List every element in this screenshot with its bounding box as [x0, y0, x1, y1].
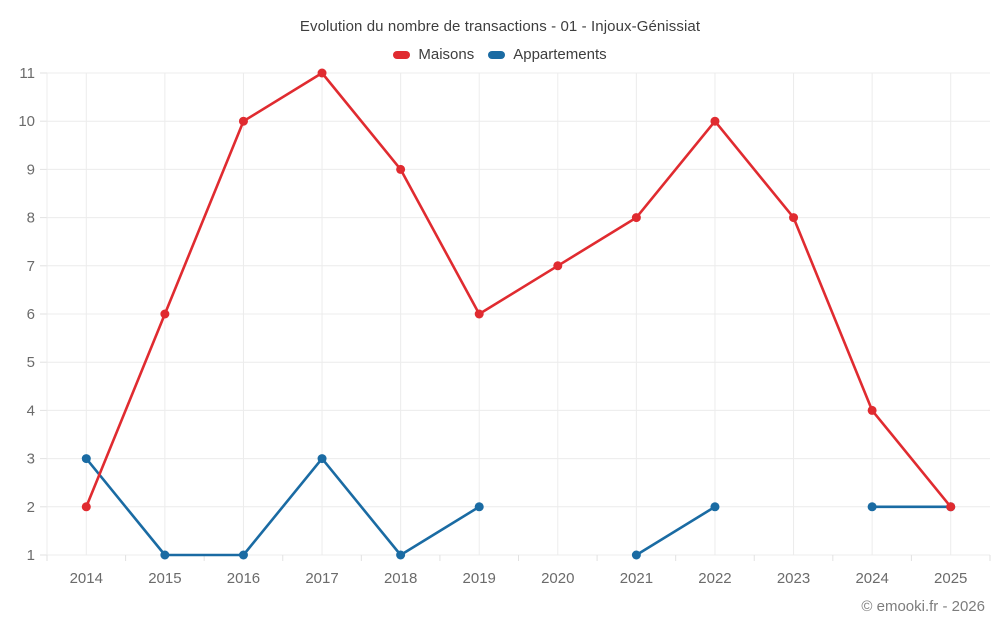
x-axis-label: 2014	[70, 570, 103, 587]
y-axis-label: 4	[27, 402, 35, 419]
x-axis-label: 2019	[463, 570, 496, 587]
copyright-credit: © emooki.fr - 2026	[861, 598, 985, 615]
data-point-appartements-2022[interactable]	[710, 502, 720, 512]
data-point-appartements-2017[interactable]	[317, 454, 327, 464]
data-point-appartements-2018[interactable]	[396, 550, 406, 560]
x-axis-label: 2021	[620, 570, 653, 587]
x-axis-label: 2024	[855, 570, 888, 587]
legend-label-appartements: Appartements	[513, 46, 607, 63]
y-axis-label: 9	[27, 161, 35, 178]
chart-title: Evolution du nombre de transactions - 01…	[299, 18, 701, 35]
series-line-maisons	[84, 71, 953, 509]
y-axis-label: 8	[27, 210, 35, 227]
x-axis-label: 2023	[777, 570, 810, 587]
data-point-appartements-2024[interactable]	[867, 502, 877, 512]
x-axis-label: 2022	[698, 570, 731, 587]
data-point-maisons-2023[interactable]	[789, 213, 799, 223]
series-line-appartements	[635, 505, 717, 557]
y-axis-label: 7	[27, 258, 35, 275]
data-point-maisons-2022[interactable]	[710, 116, 720, 126]
y-axis-label: 5	[27, 354, 35, 371]
x-axis-label: 2018	[384, 570, 417, 587]
legend-item-maisons[interactable]: Maisons	[393, 46, 474, 63]
maisons-series-swatch-icon	[393, 50, 411, 59]
x-axis-label: 2020	[541, 570, 574, 587]
data-point-maisons-2019[interactable]	[474, 309, 484, 319]
data-point-maisons-2021[interactable]	[631, 213, 641, 223]
legend-label-maisons: Maisons	[418, 46, 475, 63]
data-point-appartements-2019[interactable]	[474, 502, 484, 512]
x-axis-label: 2016	[227, 570, 260, 587]
data-point-maisons-2018[interactable]	[396, 164, 406, 174]
data-point-maisons-2014[interactable]	[81, 502, 91, 512]
data-point-appartements-2016[interactable]	[238, 550, 248, 560]
data-point-appartements-2014[interactable]	[81, 454, 91, 464]
data-point-maisons-2020[interactable]	[553, 261, 563, 271]
data-point-maisons-2017[interactable]	[317, 68, 327, 78]
series-line-appartements	[84, 457, 481, 557]
data-point-maisons-2025[interactable]	[946, 502, 956, 512]
y-axis-label: 11	[19, 65, 35, 82]
y-axis-label: 2	[27, 499, 35, 516]
y-axis-label: 6	[27, 306, 35, 323]
legend: Maisons Appartements	[0, 46, 1000, 63]
data-point-maisons-2016[interactable]	[238, 116, 248, 126]
data-point-appartements-2021[interactable]	[631, 550, 641, 560]
x-axis-label: 2017	[305, 570, 338, 587]
y-axis-label: 1	[27, 547, 35, 564]
legend-item-appartements[interactable]: Appartements	[488, 46, 607, 63]
y-axis-label: 3	[27, 451, 35, 468]
data-point-maisons-2015[interactable]	[160, 309, 170, 319]
y-axis-label: 10	[18, 113, 35, 130]
data-point-maisons-2024[interactable]	[867, 405, 877, 415]
x-axis-label: 2015	[148, 570, 181, 587]
x-axis-label: 2025	[934, 570, 967, 587]
data-point-appartements-2015[interactable]	[160, 550, 170, 560]
appartements-series-swatch-icon	[488, 50, 506, 59]
